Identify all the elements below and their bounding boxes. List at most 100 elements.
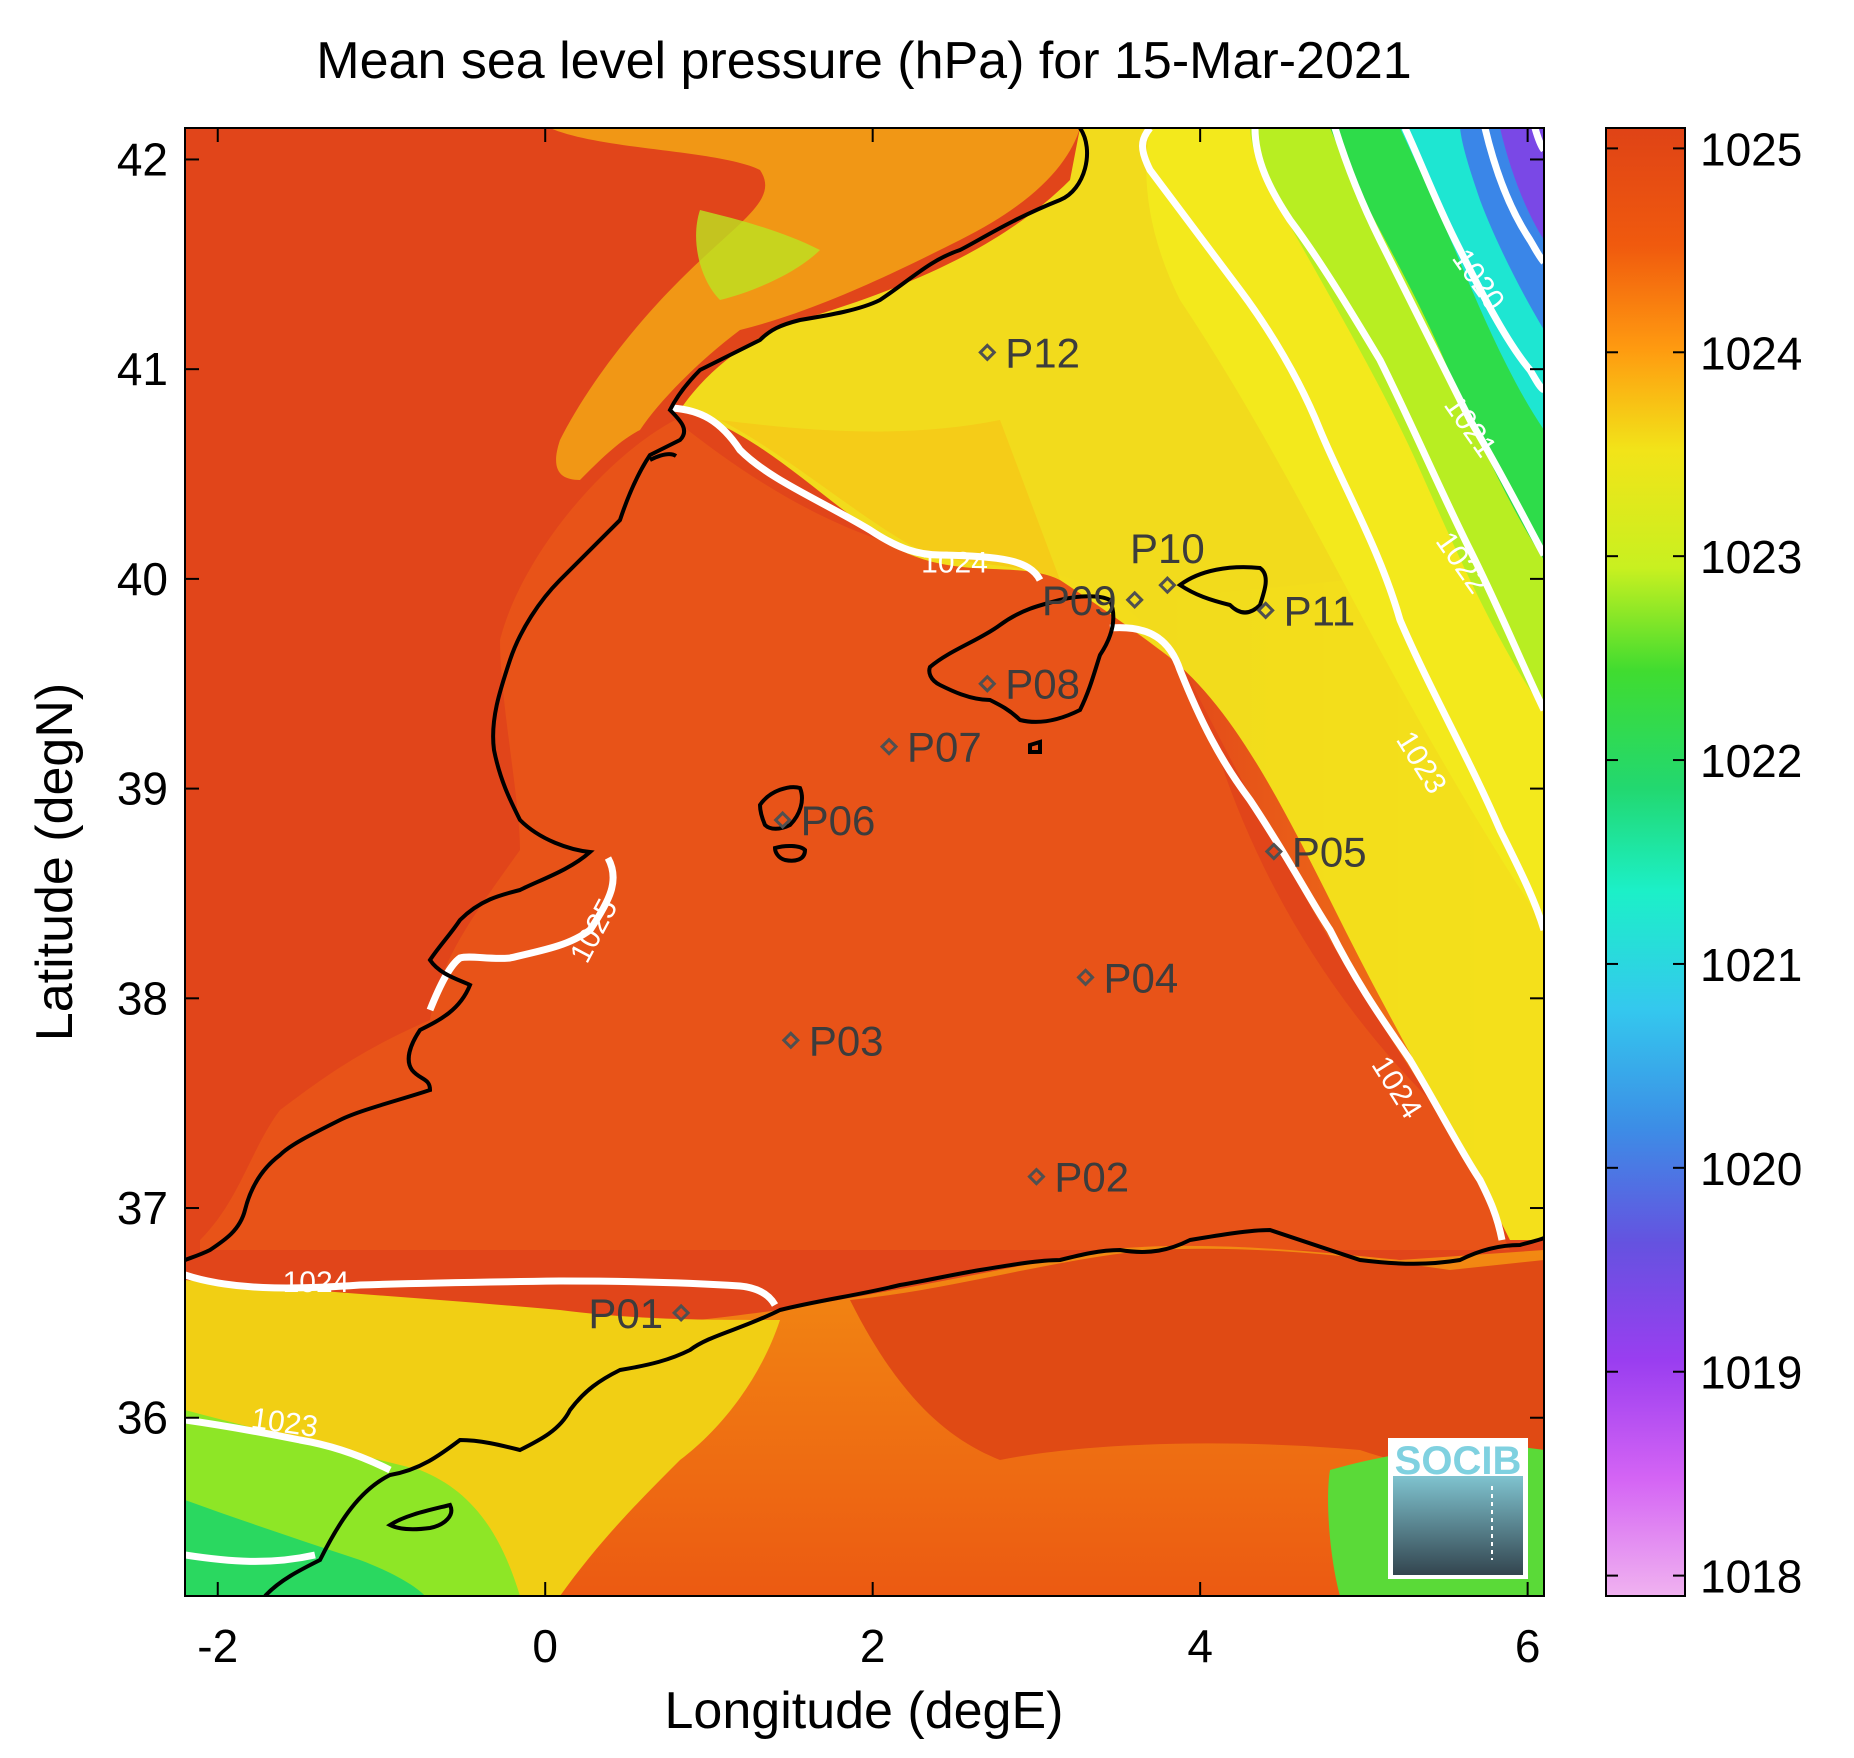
station-label: P03 xyxy=(809,1017,884,1064)
contour-1024-south xyxy=(185,1271,779,1307)
station-label: P04 xyxy=(1104,954,1179,1001)
colorbar-tick-label: 1022 xyxy=(1700,735,1802,787)
colorbar-tick-label: 1025 xyxy=(1700,123,1802,175)
contour-label: 1024 xyxy=(283,1266,350,1299)
colorbar-tick-label: 1020 xyxy=(1700,1143,1802,1195)
station-marker-icon xyxy=(773,810,792,830)
x-tick-label: 4 xyxy=(1187,1620,1213,1672)
contour-1023-southwest-edge xyxy=(185,1551,316,1565)
station-marker-icon xyxy=(978,343,997,362)
x-tick-label: 0 xyxy=(532,1620,558,1672)
station-marker-icon xyxy=(1076,968,1095,987)
map-title: Mean sea level pressure (hPa) for 15-Mar… xyxy=(316,32,1411,90)
station-marker-icon xyxy=(1125,590,1144,609)
station-p05[interactable]: P05 xyxy=(1264,829,1367,876)
coastline-africa xyxy=(263,1227,1544,1596)
coastline-columbretes xyxy=(649,452,678,462)
y-tick-label: 38 xyxy=(117,972,168,1024)
contour-1024-east xyxy=(1109,624,1506,1241)
colorbar-tick-label: 1024 xyxy=(1700,327,1802,379)
y-tick-label: 42 xyxy=(117,133,168,185)
station-label: P11 xyxy=(1284,587,1356,634)
station-label: P09 xyxy=(1042,577,1117,624)
contour-1020 xyxy=(1401,128,1544,394)
pressure-zone-north-yellow xyxy=(680,128,1544,1240)
contour-1019 xyxy=(1481,128,1544,265)
station-label: P02 xyxy=(1054,1154,1129,1201)
station-marker-icon xyxy=(1027,1167,1046,1186)
x-tick-label: 2 xyxy=(860,1620,886,1672)
x-tick-label: -2 xyxy=(197,1620,238,1672)
station-p04[interactable]: P04 xyxy=(1076,954,1179,1001)
station-p03[interactable]: P03 xyxy=(781,1017,884,1064)
contour-1023-south xyxy=(185,1416,392,1474)
station-label: P07 xyxy=(907,724,982,771)
coastline-alboran xyxy=(386,1502,454,1532)
station-label: P05 xyxy=(1292,829,1367,876)
station-p12[interactable]: P12 xyxy=(978,329,1080,376)
contour-1024-north xyxy=(671,404,1044,582)
y-tick-label: 41 xyxy=(117,343,168,395)
station-marker-icon xyxy=(1256,601,1275,620)
y-axis-ticks: 36 37 38 39 40 41 42 xyxy=(117,133,1544,1444)
sea-field xyxy=(200,420,1510,1250)
coastline-menorca xyxy=(1176,565,1268,615)
contour-label: 1024 xyxy=(921,547,988,580)
colorbar-tick-label: 1021 xyxy=(1700,939,1802,991)
pressure-zone-southwest-deep-green xyxy=(185,1500,425,1596)
coastline-iberia xyxy=(185,128,1090,1262)
colorbar-tick-label: 1019 xyxy=(1700,1347,1802,1399)
station-p10[interactable]: P10 xyxy=(1130,525,1205,595)
station-p07[interactable]: P07 xyxy=(879,724,982,771)
pressure-zone-yellow-orange-blend xyxy=(720,420,1060,580)
y-tick-label: 37 xyxy=(117,1182,168,1234)
coastline-ibiza xyxy=(757,785,804,831)
contour-1022 xyxy=(1251,128,1544,712)
socib-logo: SOCIB xyxy=(1388,1438,1528,1579)
pressure-zone-below-1019 xyxy=(1500,128,1544,240)
station-marker-icon xyxy=(879,737,899,756)
station-label: P08 xyxy=(1005,661,1080,708)
station-p06[interactable]: P06 xyxy=(773,797,876,844)
y-tick-label: 40 xyxy=(117,553,168,605)
plot-border xyxy=(184,127,1545,1597)
spain-terrain-green-patch xyxy=(696,210,820,300)
station-label: P12 xyxy=(1005,329,1080,376)
contour-1025 xyxy=(426,856,617,1012)
y-tick-label: 39 xyxy=(117,763,168,815)
stations-layer: P01 P02 P03 P04 P05 P06 P07 P08 P09 P10 P11 P12 xyxy=(588,329,1366,1336)
x-axis-ticks: -2 0 2 4 6 xyxy=(197,128,1540,1672)
x-tick-label: 6 xyxy=(1515,1620,1541,1672)
station-p01[interactable]: P01 xyxy=(588,1290,691,1337)
coastline-cabrera xyxy=(1028,739,1042,754)
colorbar-tick-label: 1023 xyxy=(1700,531,1802,583)
spain-coastal-terrain xyxy=(550,128,1080,480)
contour-1023-east xyxy=(1139,128,1544,932)
station-marker-icon xyxy=(978,674,997,693)
station-label: P01 xyxy=(588,1290,663,1337)
colorbar-tick-label: 1018 xyxy=(1700,1551,1802,1603)
coastline-formentera xyxy=(772,843,808,863)
contour-1021 xyxy=(1331,128,1544,557)
station-p02[interactable]: P02 xyxy=(1027,1154,1129,1201)
station-marker-icon xyxy=(1158,576,1177,595)
coastline-mallorca xyxy=(927,594,1116,724)
y-tick-label: 36 xyxy=(117,1392,168,1444)
station-p08[interactable]: P08 xyxy=(978,661,1080,708)
station-label: P06 xyxy=(801,797,876,844)
africa-dark-patch xyxy=(850,1248,1544,1474)
station-p09[interactable]: P09 xyxy=(1042,577,1144,624)
station-marker-icon xyxy=(671,1303,691,1323)
station-marker-icon xyxy=(781,1031,800,1050)
y-axis-label: Latitude (degN) xyxy=(26,683,84,1041)
station-marker-icon xyxy=(1264,842,1283,861)
colorbar: 1025 1024 1023 1022 1021 1020 1019 1018 xyxy=(1605,123,1802,1603)
x-axis-label: Longitude (degE) xyxy=(665,1682,1064,1740)
colorbar-ticks: 1025 1024 1023 1022 1021 1020 1019 1018 xyxy=(1606,123,1802,1603)
station-p11[interactable]: P11 xyxy=(1256,587,1356,634)
station-label: P10 xyxy=(1130,525,1205,572)
coastlines xyxy=(185,128,1544,1596)
colorbar-gradient xyxy=(1605,127,1686,1597)
